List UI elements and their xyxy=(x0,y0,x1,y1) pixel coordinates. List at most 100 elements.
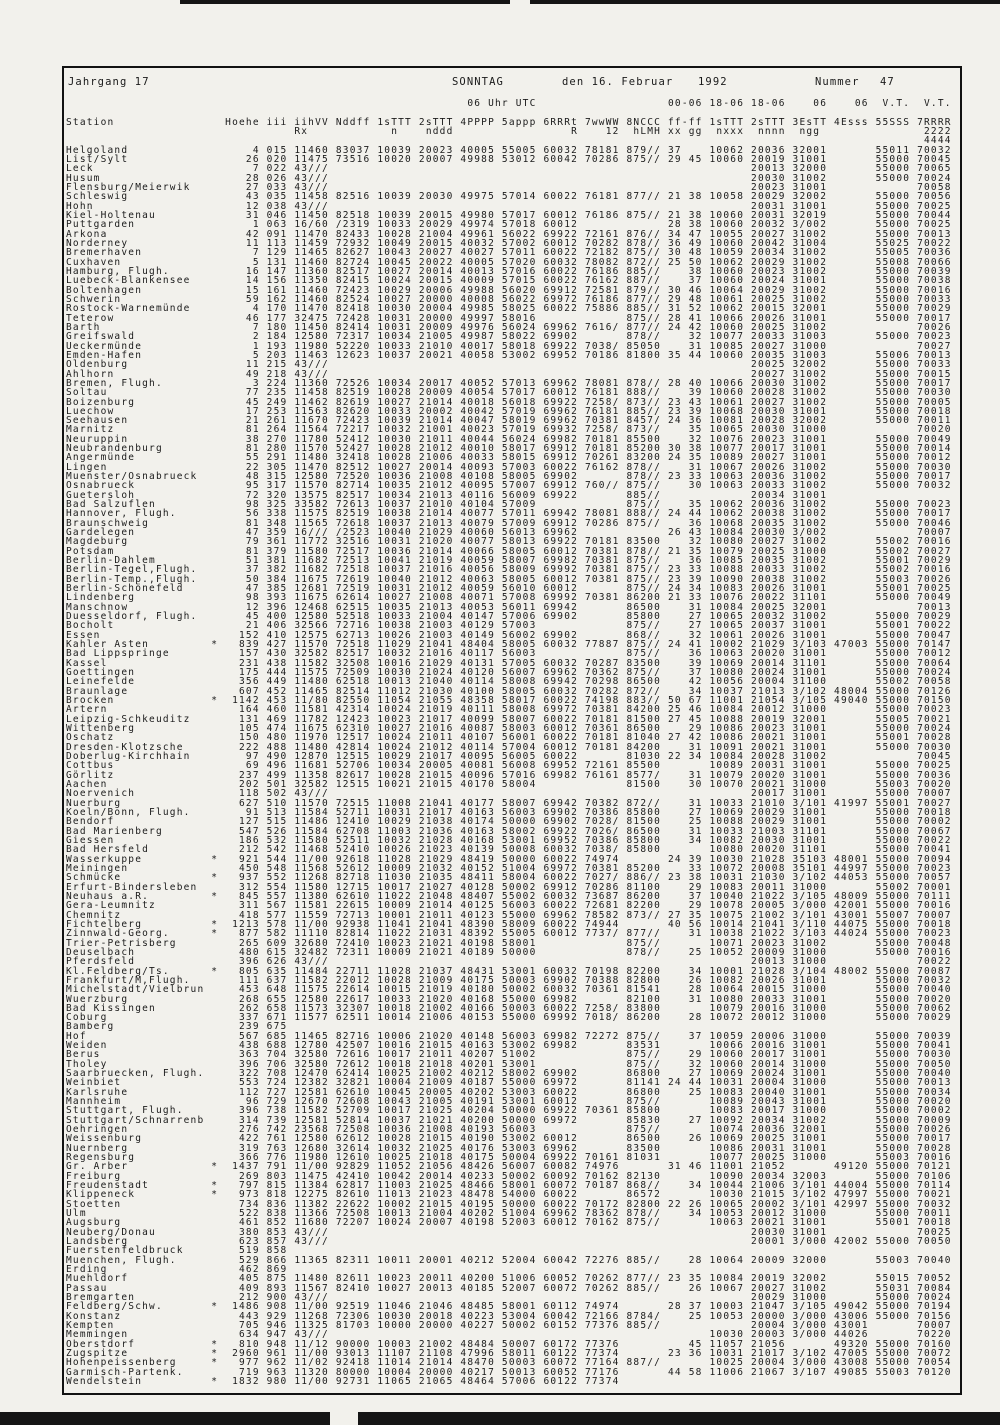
table-row: Hohn 12 038 43/// 20031 31001 55000 7002… xyxy=(66,200,952,212)
table-row: Osnabrueck 95 317 11570 82714 10035 2101… xyxy=(66,480,952,492)
table-row: Freudenstadt * 797 815 11384 62817 11003… xyxy=(66,1180,952,1192)
table-row: Saarbruecken, Flugh. 322 708 12470 62414… xyxy=(66,1068,952,1080)
table-row: Ahlhorn 49 218 43/// 20027 31002 55000 7… xyxy=(66,368,952,380)
table-row: Lingen 22 305 11470 82512 10027 20014 40… xyxy=(66,461,952,473)
table-row: Klippeneck * 973 818 12275 82610 11013 2… xyxy=(66,1189,952,1201)
table-row: Ulm 522 838 11366 72508 10013 21004 4020… xyxy=(66,1208,952,1220)
table-row: Puttgarden 1 063 16/60 /2319 10033 20029… xyxy=(66,219,952,231)
table-row: Hof 567 685 11465 82716 10006 21020 4014… xyxy=(66,1030,952,1042)
table-row: Boizenburg 45 249 11462 82619 10027 2101… xyxy=(66,396,952,408)
table-row: Bad Hersfeld 212 542 11468 52410 10026 2… xyxy=(66,844,952,856)
table-row: Bad Salzuflen 98 325 33582 72613 10037 2… xyxy=(66,499,952,511)
table-row: Flensburg/Meierwik 27 033 43/// 20023 31… xyxy=(66,181,952,193)
table-row: Muenchen, Flugh. 529 866 11365 82311 100… xyxy=(66,1254,952,1266)
issue-number: 47 xyxy=(880,76,895,88)
table-row: Emden-Hafen 5 203 11463 12623 10037 2002… xyxy=(66,349,952,361)
table-row: Pferdsfeld 396 626 43/// 20013 31000 700… xyxy=(66,956,952,968)
table-row: Marnitz 81 264 11564 72217 10032 21001 4… xyxy=(66,424,952,436)
table-row: Weinbiet 553 724 12382 32821 10004 21009… xyxy=(66,1077,952,1089)
journal-title: Jahrgang 17 xyxy=(68,76,150,88)
year: 1992 xyxy=(698,76,728,88)
table-row: Tholey 396 706 32580 72612 10018 21018 4… xyxy=(66,1058,952,1070)
table-row: Wasserkuppe * 921 544 11/00 92618 11028 … xyxy=(66,853,952,865)
table-row: Nuerburg 627 510 11570 72515 11008 21041… xyxy=(66,797,952,809)
scan-edge-top-right xyxy=(530,0,1000,4)
table-row: Konstanz 443 929 11268 72306 10030 20018… xyxy=(66,1310,952,1322)
scan-edge-bottom-right xyxy=(358,1412,1000,1425)
table-row: Teterow 46 177 32475 72428 10031 20000 4… xyxy=(66,312,952,324)
table-row: Coburg 337 671 11577 62511 10014 21006 4… xyxy=(66,1012,952,1024)
table-row: Nuernberg 319 763 12680 32614 10032 2102… xyxy=(66,1142,952,1154)
table-row: Muenster/Osnabrueck 48 315 12580 72520 1… xyxy=(66,471,952,483)
table-row: Ueckermünde 1 193 11980 52220 10033 2101… xyxy=(66,340,952,352)
table-row: Neuruppin 38 270 11780 52412 10030 21011… xyxy=(66,433,952,445)
table-row: Kl.Feldberg/Ts. * 805 635 11484 22711 11… xyxy=(66,965,952,977)
table-row: Lindenberg 98 393 11675 62614 10027 2100… xyxy=(66,592,952,604)
table-row: Schwerin 59 162 11460 82524 10027 20000 … xyxy=(66,293,952,305)
table-row: List/Sylt 26 020 11475 73516 10020 20007… xyxy=(66,153,952,165)
table-row: Karlsruhe 112 727 12581 62610 10045 2000… xyxy=(66,1086,952,1098)
table-row: Braunschweig 81 348 11565 72618 10037 21… xyxy=(66,517,952,529)
scan-edge-bottom-left xyxy=(0,1412,330,1425)
table-header-line: Station Hoehe iii iihVV Nddff 1sTTT 2sTT… xyxy=(66,116,952,128)
table-row: Arkona 42 091 11470 82433 10028 21004 49… xyxy=(66,228,952,240)
table-row: Bad Marienberg 547 526 11584 62708 11003… xyxy=(66,825,952,837)
table-row: Neuhaus a.R. * 845 557 11380 62610 11022… xyxy=(66,890,952,902)
table-row: Duesseldorf, Flugh. 45 400 12580 52518 1… xyxy=(66,611,952,623)
table-row: Meiningen 450 548 11568 52612 10009 2103… xyxy=(66,862,952,874)
table-row: Landsberg 623 857 43/// 20001 3/000 4200… xyxy=(66,1236,952,1248)
table-row: Memmingen 634 947 43/// 10030 20003 3/00… xyxy=(66,1329,952,1341)
table-row: Chemnitz 418 577 11559 72713 10001 21011… xyxy=(66,909,952,921)
table-row: Cuxhaven 5 131 11460 82724 10045 20022 4… xyxy=(66,256,952,268)
table-row: Dresden-Klotzsche 222 488 11480 42814 10… xyxy=(66,741,952,753)
table-row: Michelstadt/Vielbrun 453 648 11575 22614… xyxy=(66,984,952,996)
table-row: Gr. Arber * 1437 791 11/00 92829 11052 2… xyxy=(66,1161,952,1173)
table-row: Mannheim 96 729 12670 72608 10043 21005 … xyxy=(66,1096,952,1108)
table-row: Muehldorf 405 875 11480 82611 10023 2001… xyxy=(66,1273,952,1285)
table-row: Freiburg 269 803 11475 42410 10042 20014… xyxy=(66,1170,952,1182)
weekday: SONNTAG xyxy=(452,76,504,88)
table-row: Hannover, Flugh. 56 338 11575 82519 1003… xyxy=(66,508,952,520)
table-row: Norderney 11 113 11459 72932 10049 20015… xyxy=(66,237,952,249)
table-row: Wuerzburg 268 655 12580 22617 10033 2102… xyxy=(66,993,952,1005)
table-row: Oberstdorf * 810 948 11/12 90000 10003 2… xyxy=(66,1338,952,1350)
date: den 16. Februar xyxy=(562,76,674,88)
table-row: Frankfurt/M,Flugh. 111 637 11582 22012 1… xyxy=(66,974,952,986)
table-row: Magdeburg 79 361 11772 32516 10031 21020… xyxy=(66,536,952,548)
table-row: Doberlug-Kirchhain 97 490 12870 12515 10… xyxy=(66,750,952,762)
table-row: Bremerhaven 7 129 11465 82627 10043 2002… xyxy=(66,247,952,259)
table-row: Görlitz 237 499 11358 82617 10028 21015 … xyxy=(66,769,952,781)
table-header-line: 4444 xyxy=(66,135,952,147)
table-row: Manschnow 12 396 12468 62515 10035 21013… xyxy=(66,601,952,613)
table-row: Guetersloh 72 320 13575 82517 10034 2101… xyxy=(66,489,952,501)
table-row: Bremgarten 212 900 43/// 20029 31000 550… xyxy=(66,1292,952,1303)
table-row: Bocholt 21 406 32566 72716 10038 21003 4… xyxy=(66,620,952,632)
table-row: Leck 7 022 43/// 20013 32000 55000 70065 xyxy=(66,163,952,175)
table-row: Oschatz 150 480 11970 12517 10024 21011 … xyxy=(66,732,952,744)
table-row: Regensburg 366 776 11980 12610 10025 210… xyxy=(66,1152,952,1164)
table-row: Luebeck-Blankensee 14 156 11350 82415 10… xyxy=(66,275,952,287)
table-row: Stuttgart, Flugh. 396 738 11582 52709 10… xyxy=(66,1105,952,1117)
table-row: Luechow 17 253 11563 82620 10033 20002 4… xyxy=(66,405,952,417)
table-row: Greifswald 2 184 12580 72317 10034 21005… xyxy=(66,331,952,343)
table-row: Weissenburg 422 761 12580 62612 10028 21… xyxy=(66,1133,952,1145)
table-row: Fichtelberg * 1213 578 11/00 92938 11041… xyxy=(66,918,952,930)
table-row: Oehringen 276 742 23568 72508 10036 2100… xyxy=(66,1124,952,1136)
table-row: Artern 164 460 11581 42314 10024 21019 4… xyxy=(66,704,952,716)
table-row: Soltau 77 235 11458 82519 10028 20009 40… xyxy=(66,387,952,399)
table-row: Braunlage 607 452 11465 82514 11012 2103… xyxy=(66,685,952,697)
table-row: Husum 28 026 43/// 20030 31002 55000 700… xyxy=(66,172,952,184)
table-row: Schmücke * 937 552 11268 82718 11030 210… xyxy=(66,872,952,884)
table-row: Bendorf 127 515 11486 12410 10029 21038 … xyxy=(66,816,952,828)
table-row: Berlin-Temp.,Flugh. 50 384 11675 72619 1… xyxy=(66,573,952,585)
table-row: Potsdam 81 379 11580 72517 10036 21014 4… xyxy=(66,545,952,557)
table-row: Essen 152 410 12575 62713 10026 21003 40… xyxy=(66,629,952,641)
table-row: Berus 363 704 32580 72616 10017 21011 40… xyxy=(66,1049,952,1061)
table-row: Augsburg 461 852 11680 72207 10024 20007… xyxy=(66,1217,952,1229)
table-row: Koeln/Bonn, Flugh. 91 513 11584 52711 10… xyxy=(66,806,952,818)
table-row: Goettingen 175 444 11575 72509 10030 210… xyxy=(66,667,952,679)
table-row: Giessen 186 532 11580 52511 10032 21028 … xyxy=(66,834,952,846)
table-row: Fuerstenfeldbruck 519 858 xyxy=(66,1245,952,1257)
table-row: Schleswig 43 035 11458 82516 10039 20030… xyxy=(66,191,952,203)
table-row: Kassel 231 438 11582 32508 10016 21029 4… xyxy=(66,657,952,669)
